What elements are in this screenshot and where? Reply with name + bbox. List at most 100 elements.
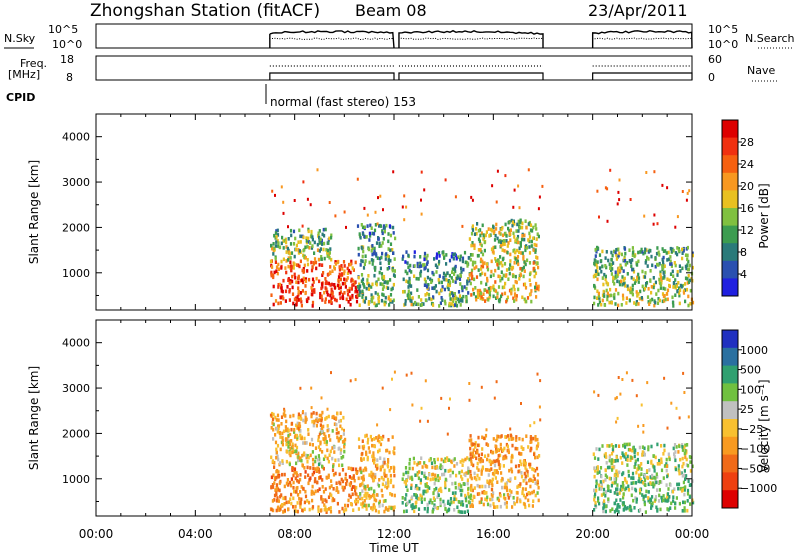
power-cell (361, 254, 364, 259)
velocity-colorbar-frame (721, 329, 739, 509)
velocity-cell (393, 473, 396, 478)
power-cell (287, 256, 290, 260)
velocity-cell (500, 478, 503, 483)
velocity-cell (331, 446, 334, 450)
velocity-cell (362, 501, 365, 505)
velocity-cell (407, 470, 410, 475)
velocity-cell (325, 440, 328, 444)
power-cell (629, 286, 632, 291)
power-cell (522, 265, 525, 270)
velocity-cell (282, 429, 286, 434)
velocity-cell (461, 503, 465, 507)
velocity-cell (596, 465, 599, 469)
power-cell (443, 299, 447, 304)
velocity-cell (312, 470, 315, 475)
power-cell (282, 200, 285, 204)
power-cell (428, 296, 431, 301)
velocity-cell (297, 426, 300, 430)
velocity-cell (480, 500, 483, 504)
velocity-cell (650, 461, 653, 465)
velocity-cell (277, 426, 280, 431)
velocity-cell (492, 437, 495, 441)
velocity-cell (324, 487, 327, 491)
velocity-cell (361, 489, 364, 493)
power-cell (515, 229, 518, 233)
velocity-cell (524, 505, 527, 509)
power-cell (368, 231, 371, 236)
power-cell (489, 285, 492, 290)
velocity-cell (640, 472, 643, 476)
velocity-cell (469, 496, 472, 500)
velocity-cell (389, 408, 392, 412)
velocity-cell (638, 476, 641, 480)
velocity-cell (625, 442, 628, 447)
velocity-cell (470, 476, 473, 481)
velocity-cell (417, 461, 420, 465)
velocity-cell (530, 478, 533, 483)
power-cell (620, 279, 623, 284)
velocity-cell (448, 488, 451, 492)
velocity-cell (292, 486, 295, 490)
power-cell (521, 225, 524, 230)
velocity-cell (281, 436, 284, 440)
velocity-cell (311, 450, 314, 454)
velocity-cell (464, 495, 467, 500)
velocity-cell (281, 442, 284, 447)
power-cell (451, 291, 454, 296)
velocity-cell (625, 506, 628, 511)
velocity-cell (476, 466, 479, 470)
velocity-cell (647, 447, 650, 452)
velocity-cell (370, 494, 373, 499)
power-cell (479, 242, 482, 246)
power-cell (389, 242, 393, 246)
power-cell (620, 303, 623, 307)
velocity-cell (444, 459, 447, 463)
power-cell (677, 281, 680, 285)
velocity-cell (616, 416, 619, 420)
velocity-cell (529, 437, 532, 441)
power-cell (301, 268, 304, 273)
power-cell (281, 289, 284, 294)
velocity-cell (683, 391, 686, 394)
velocity-cell (324, 498, 327, 502)
velocity-cell (634, 459, 637, 463)
power-cell (619, 269, 622, 273)
velocity-cell (501, 485, 504, 490)
velocity-cell (689, 455, 692, 460)
velocity-cell (644, 510, 647, 514)
velocity-cell (340, 456, 343, 460)
velocity-cell (635, 497, 638, 502)
power-cell (338, 265, 341, 269)
velocity-cell (680, 471, 683, 475)
velocity-cell (301, 464, 304, 468)
power-cell (445, 253, 448, 257)
velocity-cell (289, 450, 292, 455)
power-cell (482, 233, 485, 237)
power-cell (612, 279, 615, 284)
velocity-cell (681, 456, 684, 461)
power-cell (656, 301, 660, 305)
power-cell (636, 294, 639, 298)
freq-trace (398, 72, 544, 80)
velocity-cell (294, 490, 298, 494)
power-cell (653, 303, 656, 308)
velocity-cell (367, 487, 370, 491)
velocity-cell (295, 461, 298, 466)
power-cell (684, 299, 687, 304)
power-cell (494, 245, 497, 249)
power-cell (633, 301, 636, 305)
power-cell (417, 302, 420, 307)
power-cell (374, 265, 377, 270)
power-cell (415, 302, 418, 306)
velocity-cell (461, 477, 464, 481)
cpid-label: CPID (6, 91, 35, 104)
velocity-cell (367, 437, 370, 442)
velocity-cell (597, 457, 600, 461)
velocity-cell (420, 471, 424, 475)
power-cell (274, 260, 277, 264)
velocity-cell (361, 504, 364, 509)
velocity-cell (301, 453, 304, 458)
power-cell (671, 295, 674, 300)
velocity-cell (383, 460, 386, 465)
velocity-cell (608, 465, 611, 470)
